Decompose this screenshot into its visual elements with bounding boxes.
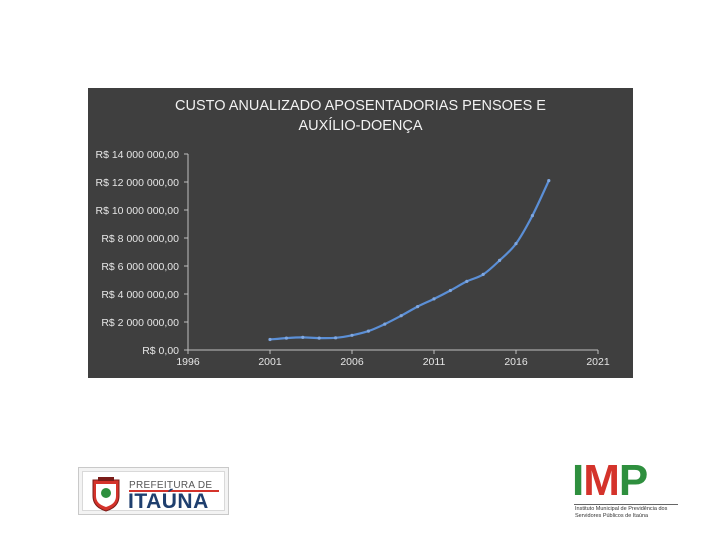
data-point (350, 333, 354, 337)
x-tick-label: 2001 (258, 356, 282, 368)
imp-wordmark: IMP (572, 456, 648, 505)
chart-title-line-2: AUXÍLIO-DOENÇA (298, 118, 423, 134)
imp-subtitle: Instituto Municipal de Previdência dos S… (575, 506, 668, 519)
x-tick-label: 2016 (504, 356, 528, 368)
data-point (416, 305, 420, 309)
data-point (268, 337, 272, 342)
data-point (432, 297, 436, 301)
prefeitura-prefix: PREFEITURA DE (129, 480, 213, 491)
data-point (317, 336, 321, 340)
data-point (366, 329, 370, 333)
prefeitura-city: ITAÚNA (128, 490, 209, 513)
imp-letter-m: M (583, 456, 620, 505)
chart-plot: R$ 0,00 R$ 2 000 000,00 R$ 4 000 000,00 R$ … (96, 149, 610, 368)
data-point (547, 179, 551, 183)
y-tick-label: R$ 14 000 000,00 (96, 149, 180, 161)
data-point (465, 279, 469, 283)
series-line (269, 180, 550, 341)
data-point (498, 258, 502, 262)
x-tick-label: 2011 (423, 356, 446, 368)
y-tick-label: R$ 0,00 (142, 345, 179, 357)
chart-title: CUSTO ANUALIZADO APOSENTADORIAS PENSOES … (88, 96, 633, 136)
y-tick-label: R$ 4 000 000,00 (101, 289, 179, 301)
chart-panel: CUSTO ANUALIZADO APOSENTADORIAS PENSOES … (88, 88, 633, 378)
data-point (334, 336, 338, 340)
logo-divider (129, 490, 219, 492)
data-point (284, 336, 288, 340)
y-tick-label: R$ 10 000 000,00 (96, 205, 180, 217)
imp-letter-p: P (618, 456, 648, 505)
data-point (301, 335, 305, 339)
data-point (448, 288, 452, 293)
data-point (399, 314, 403, 318)
data-point (481, 272, 485, 276)
chart-title-line-1: CUSTO ANUALIZADO APOSENTADORIAS PENSOES … (175, 98, 546, 114)
y-tick-label: R$ 6 000 000,00 (101, 261, 179, 273)
x-tick-label: 2021 (586, 356, 610, 368)
imp-logo: IMP Instituto Municipal de Previdência d… (572, 459, 682, 523)
x-tick-label: 1996 (176, 356, 200, 368)
x-tick-label: 2006 (340, 356, 364, 368)
y-tick-label: R$ 12 000 000,00 (96, 177, 180, 189)
prefeitura-itauna-logo: PREFEITURA DE ITAÚNA (78, 467, 229, 515)
y-tick-label: R$ 8 000 000,00 (101, 233, 179, 245)
data-point (530, 214, 534, 218)
data-point (514, 242, 518, 246)
imp-letter-i: I (572, 456, 584, 505)
y-tick-label: R$ 2 000 000,00 (101, 317, 179, 329)
city-crest-icon (92, 477, 120, 512)
imp-rule (574, 504, 678, 505)
data-point (383, 322, 387, 326)
